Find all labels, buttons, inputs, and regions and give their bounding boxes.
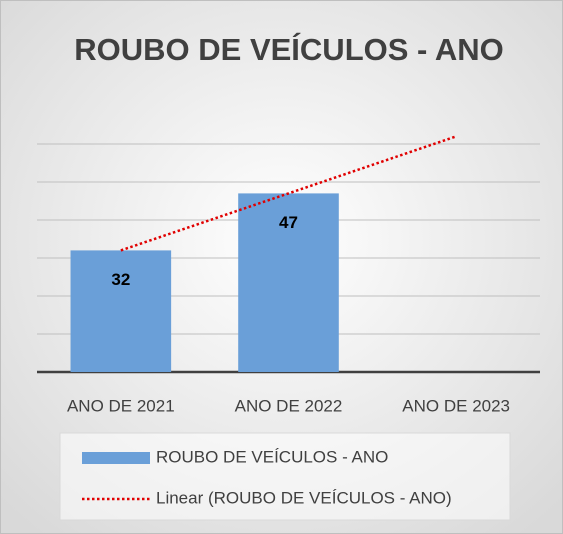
x-tick-label: ANO DE 2022	[235, 396, 343, 415]
legend-box	[59, 432, 511, 521]
data-label: 47	[279, 213, 298, 232]
x-tick-label: ANO DE 2023	[402, 396, 510, 415]
data-label: 32	[111, 270, 130, 289]
legend-swatch	[82, 452, 150, 464]
chart-title: ROUBO DE VEÍCULOS - ANO	[74, 32, 503, 67]
legend-label: Linear (ROUBO DE VEÍCULOS - ANO)	[156, 488, 452, 507]
x-tick-label: ANO DE 2021	[67, 396, 175, 415]
trend-line	[120, 135, 457, 252]
bar	[70, 250, 172, 372]
legend-label: ROUBO DE VEÍCULOS - ANO	[156, 447, 388, 466]
bar	[238, 193, 339, 372]
